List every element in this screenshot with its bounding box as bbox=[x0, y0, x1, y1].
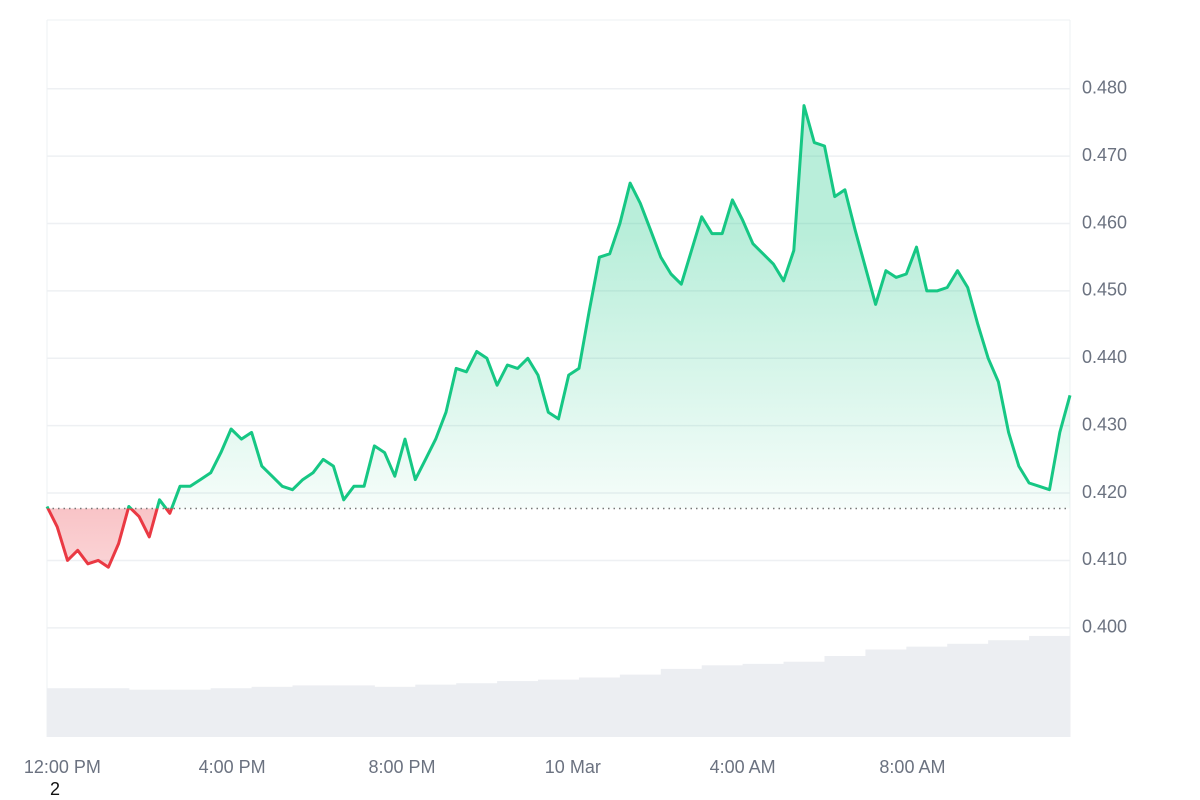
annotation: 2 bbox=[50, 779, 60, 799]
x-tick-label: 4:00 PM bbox=[199, 757, 266, 777]
volume-bar bbox=[415, 684, 457, 737]
volume-bar bbox=[47, 688, 89, 737]
y-tick-label: 0.400 bbox=[1082, 617, 1127, 637]
volume-bar bbox=[660, 668, 703, 737]
volume-bar bbox=[128, 689, 171, 737]
volume-bar bbox=[210, 688, 253, 737]
x-tick-label: 8:00 AM bbox=[879, 757, 945, 777]
volume-bar bbox=[906, 646, 948, 737]
volume-bar bbox=[988, 640, 1030, 737]
y-tick-label: 0.440 bbox=[1082, 347, 1127, 367]
volume-bar bbox=[169, 689, 212, 737]
volume-bar bbox=[742, 663, 785, 737]
price-line bbox=[45, 104, 1072, 569]
x-tick-label: 10 Mar bbox=[545, 757, 601, 777]
volume-bar bbox=[497, 681, 539, 737]
volume-bar bbox=[865, 649, 907, 737]
volume-bar bbox=[251, 686, 294, 737]
volume-bar bbox=[783, 661, 825, 737]
volume-bar bbox=[87, 688, 130, 737]
volume-bar bbox=[701, 665, 744, 737]
volume-bar bbox=[1029, 635, 1071, 737]
volume-bar bbox=[292, 685, 334, 737]
y-tick-label: 0.460 bbox=[1082, 212, 1127, 232]
x-tick-label: 4:00 AM bbox=[710, 757, 776, 777]
volume-bar bbox=[824, 655, 866, 737]
y-tick-label: 0.470 bbox=[1082, 145, 1127, 165]
y-tick-label: 0.420 bbox=[1082, 482, 1127, 502]
volume-bar bbox=[456, 683, 498, 737]
y-tick-label: 0.410 bbox=[1082, 549, 1127, 569]
volume-bar bbox=[578, 677, 621, 737]
volume-bar bbox=[947, 643, 989, 737]
x-tick-label: 12:00 PM bbox=[24, 757, 101, 777]
y-tick-label: 0.450 bbox=[1082, 280, 1127, 300]
volume-bar bbox=[538, 679, 580, 737]
volume-bar bbox=[374, 686, 416, 737]
x-tick-label: 8:00 PM bbox=[368, 757, 435, 777]
volume-bar bbox=[333, 685, 375, 737]
y-tick-label: 0.480 bbox=[1082, 77, 1127, 97]
area bbox=[47, 105, 1070, 568]
volume-bar bbox=[619, 674, 662, 737]
y-tick-label: 0.430 bbox=[1082, 414, 1127, 434]
